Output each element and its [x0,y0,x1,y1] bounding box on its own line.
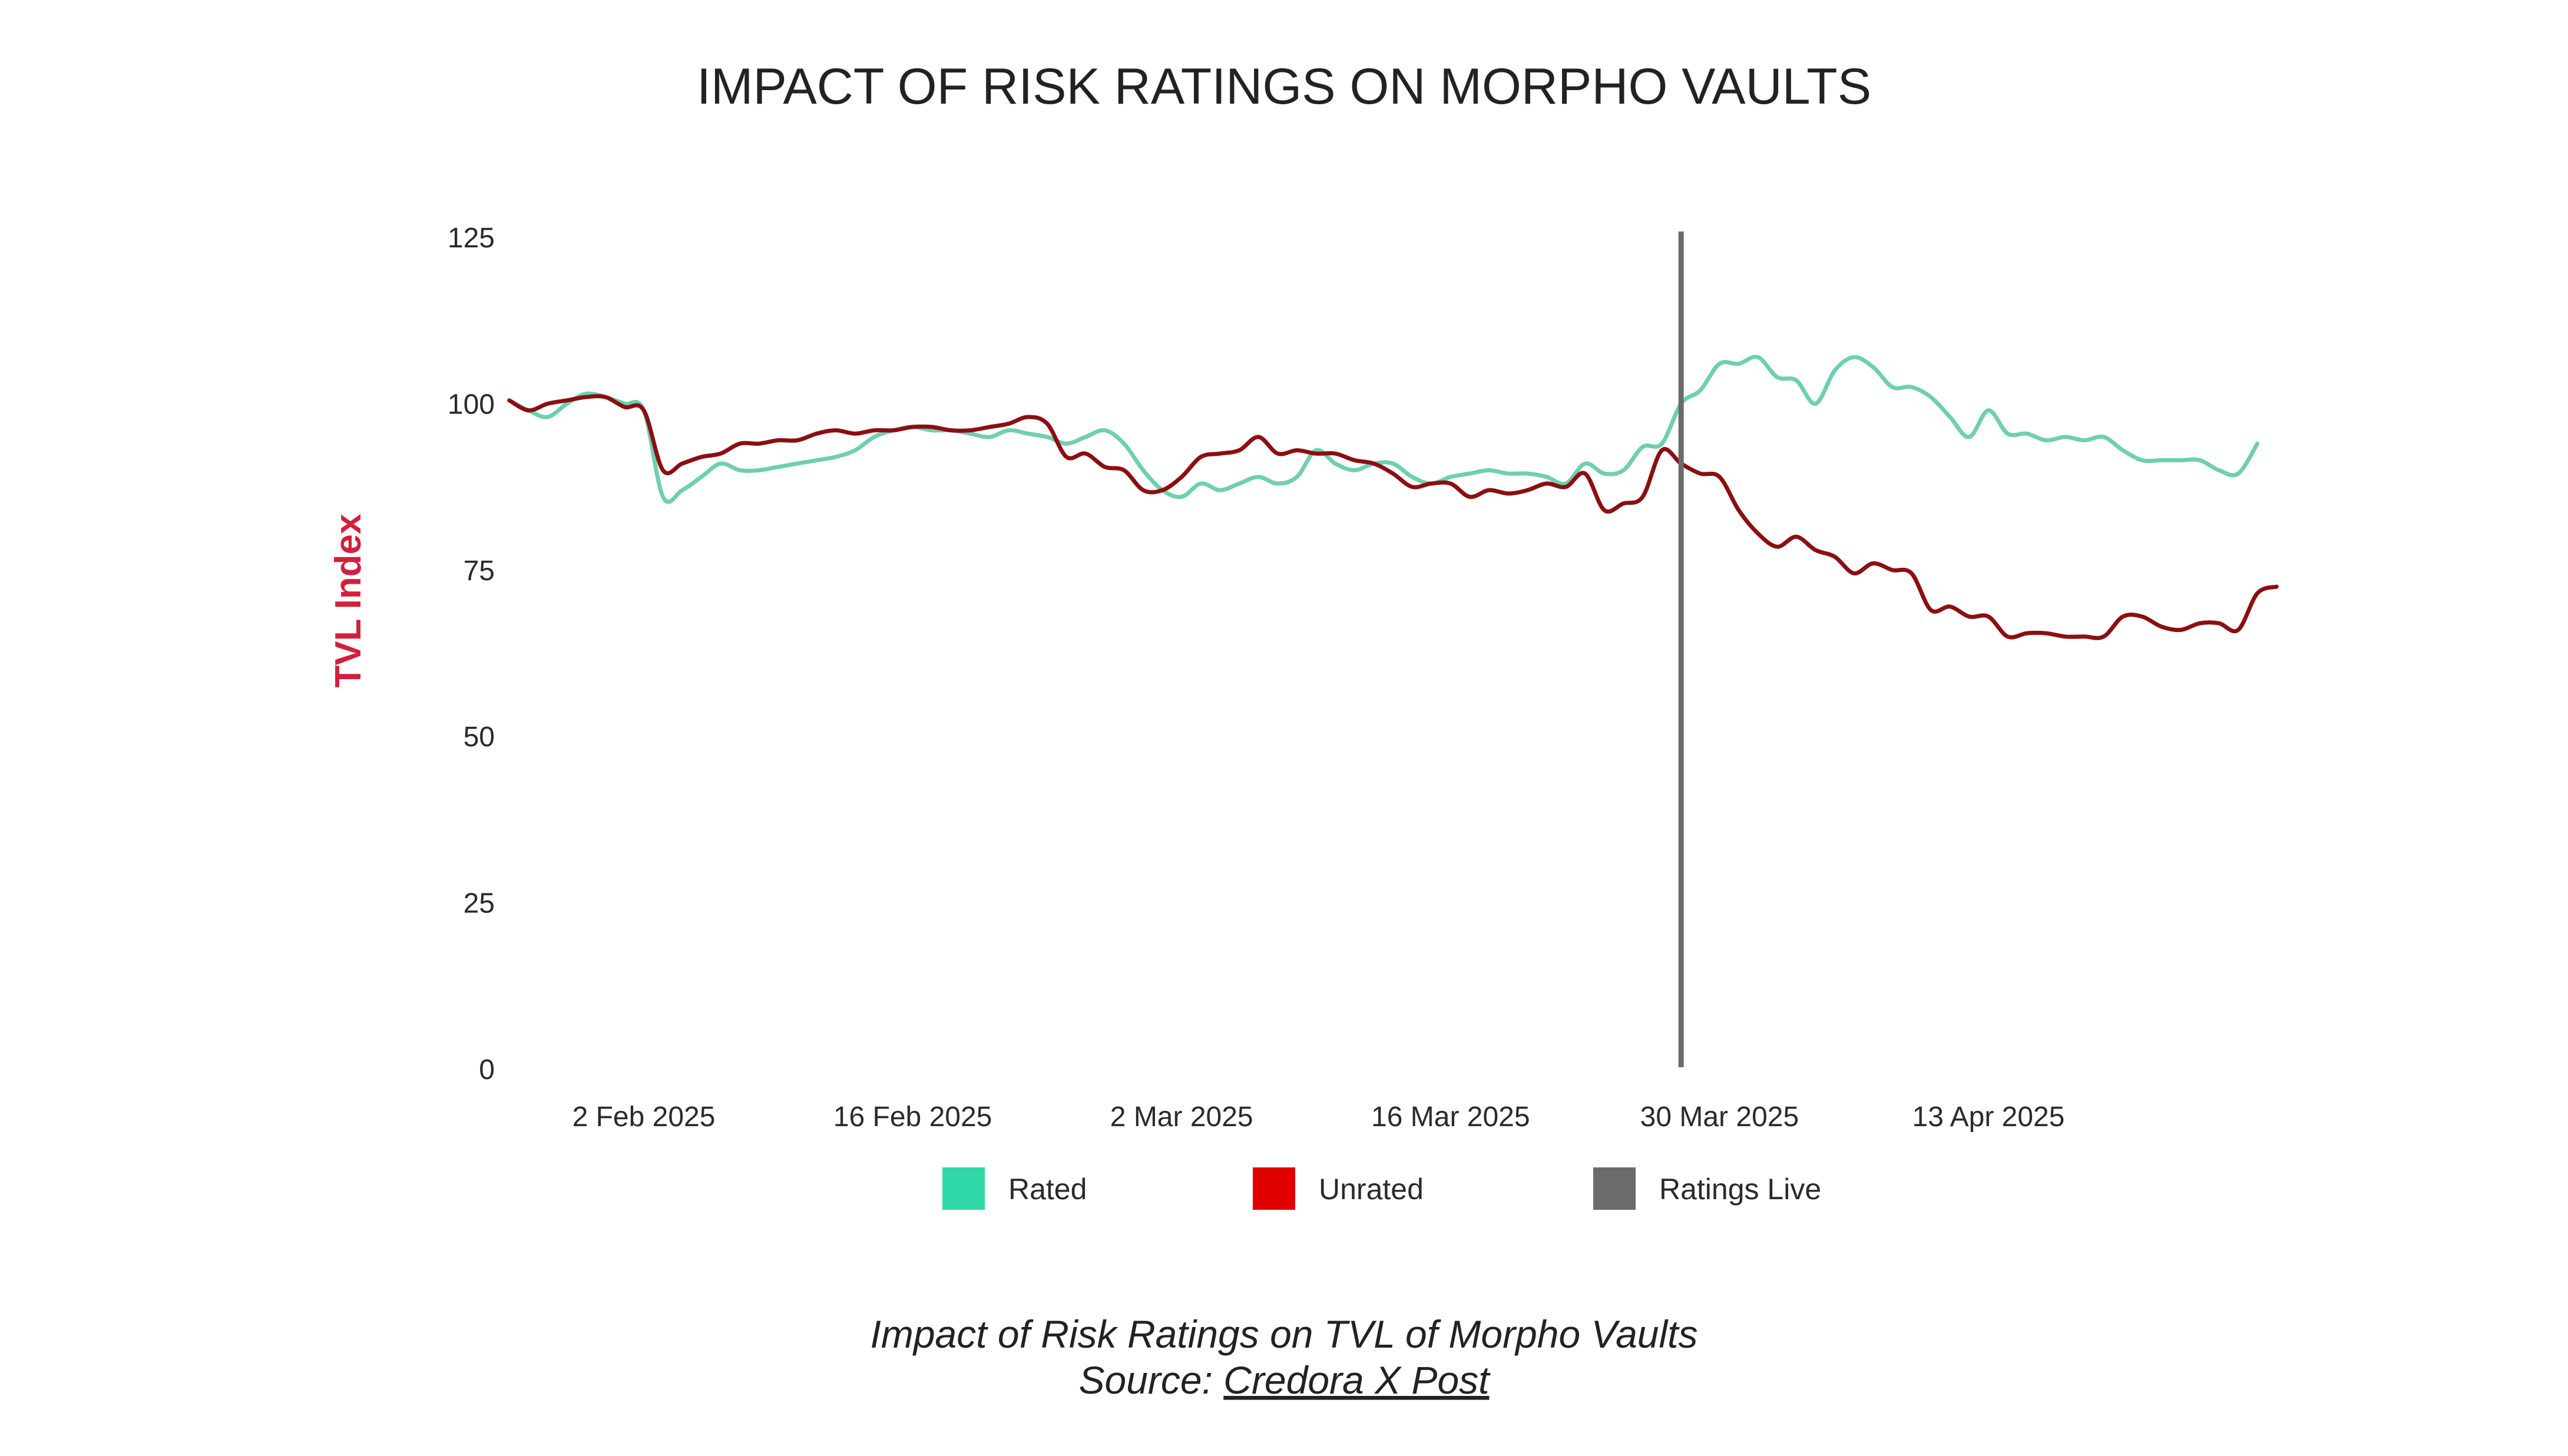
x-tick-label: 13 Apr 2025 [1912,1101,2065,1133]
legend-swatch-unrated [1253,1167,1295,1210]
legend-label-ratings-live: Ratings Live [1659,1173,1821,1206]
legend-swatch-ratings-live [1593,1167,1636,1210]
y-tick-label: 125 [448,223,495,254]
x-tick-label: 16 Feb 2025 [833,1101,992,1133]
x-tick-label: 2 Mar 2025 [1110,1101,1253,1133]
legend-swatch-rated [942,1167,985,1210]
x-tick-label: 16 Mar 2025 [1371,1101,1530,1133]
y-tick-label: 50 [464,722,495,753]
x-tick-label: 2 Feb 2025 [572,1101,716,1133]
y-tick-label: 75 [464,555,495,587]
x-axis-ticks: 2 Feb 2025 16 Feb 2025 2 Mar 2025 16 Mar 20… [572,1101,2065,1133]
caption-line-2: Source: Credora X Post [1078,1358,1491,1402]
series-line-unrated [507,394,2279,640]
y-tick-label: 100 [448,389,495,420]
caption-line-1: Impact of Risk Ratings on TVL of Morpho … [871,1312,1698,1356]
series-line-rated [507,355,2260,504]
y-axis-label: TVL Index [328,514,369,688]
chart-title: IMPACT OF RISK RATINGS ON MORPHO VAULTS [697,58,1871,115]
caption-source-link[interactable]: Credora X Post [1223,1358,1491,1402]
y-tick-label: 25 [464,888,495,919]
legend: Rated Unrated Ratings Live [942,1167,1821,1210]
caption-source-prefix: Source: [1078,1358,1223,1402]
legend-label-unrated: Unrated [1319,1173,1424,1206]
y-axis-ticks: 0 25 50 75 100 125 [448,223,495,1086]
y-tick-label: 0 [479,1054,495,1086]
series-layer [507,355,2279,640]
legend-label-rated: Rated [1008,1173,1087,1206]
x-tick-label: 30 Mar 2025 [1640,1101,1799,1133]
